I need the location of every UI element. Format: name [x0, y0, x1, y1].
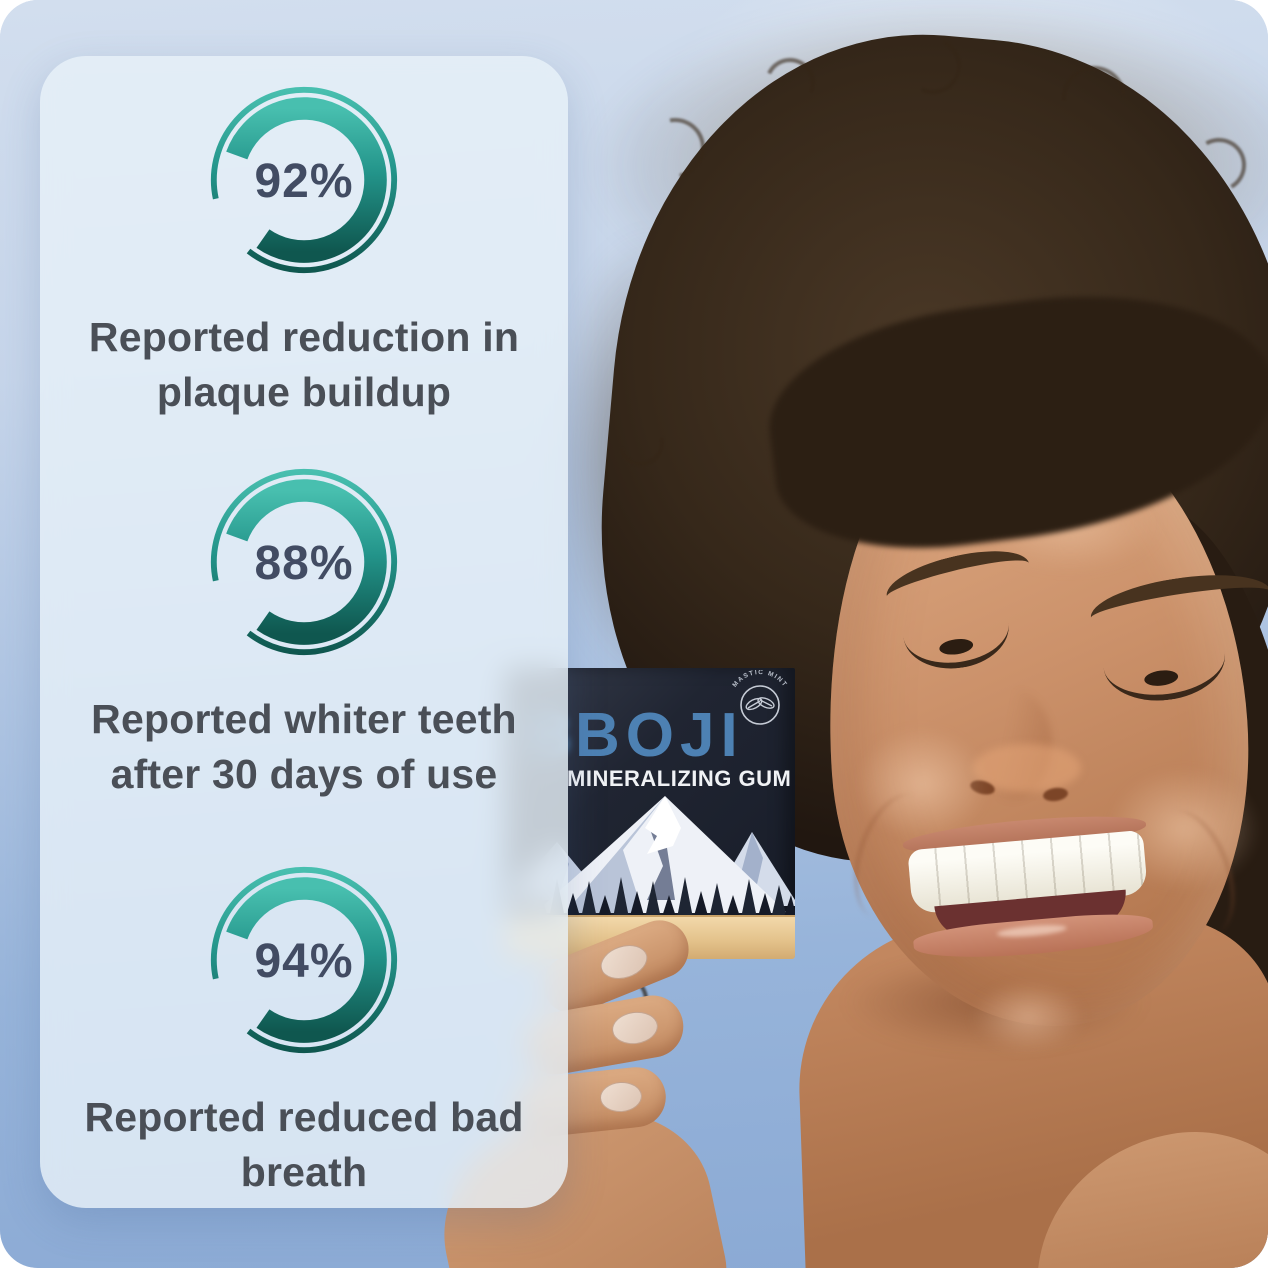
stat-label: Reported reduction in plaque buildup — [89, 310, 519, 419]
progress-ring-graphic — [210, 866, 398, 1054]
product-subtitle: MINERALIZING GUM — [567, 766, 792, 791]
progress-ring: 92% — [206, 82, 402, 278]
stat-percent: 88% — [254, 536, 354, 590]
stat-item: 94% Reported reduced bad breath — [40, 862, 568, 1199]
stat-label-line2: breath — [240, 1148, 368, 1195]
stat-label: Reported reduced bad breath — [84, 1090, 523, 1199]
smile — [898, 809, 1161, 965]
progress-ring: 94% — [206, 862, 402, 1058]
stat-item: 92% Reported reduction in plaque buildup — [40, 82, 568, 419]
progress-ring-graphic — [210, 86, 398, 274]
stats-panel: 92% Reported reduction in plaque buildup — [40, 56, 568, 1208]
chin-highlight — [972, 982, 1084, 1052]
stat-percent: 94% — [254, 934, 354, 988]
stat-label-line2: plaque buildup — [156, 368, 452, 415]
cheek-highlight — [856, 728, 988, 840]
progress-ring: 88% — [206, 464, 402, 660]
stat-label: Reported whiter teeth after 30 days of u… — [91, 692, 517, 801]
stat-label-line1: Reported whiter teeth — [91, 696, 517, 742]
progress-ring-graphic — [210, 468, 398, 656]
stat-label-line1: Reported reduction in — [88, 314, 520, 360]
stat-label-line1: Reported reduced bad — [84, 1094, 524, 1140]
stat-item: 88% Reported whiter teeth after 30 days … — [40, 464, 568, 801]
stat-label-line2: after 30 days of use — [110, 750, 498, 797]
badge-circle — [740, 685, 780, 725]
mint-leaves-icon — [745, 697, 775, 711]
brand-name: BOJI — [575, 701, 744, 770]
stat-percent: 92% — [254, 154, 354, 208]
badge-mastic-mint: MASTIC MINT — [731, 670, 787, 725]
